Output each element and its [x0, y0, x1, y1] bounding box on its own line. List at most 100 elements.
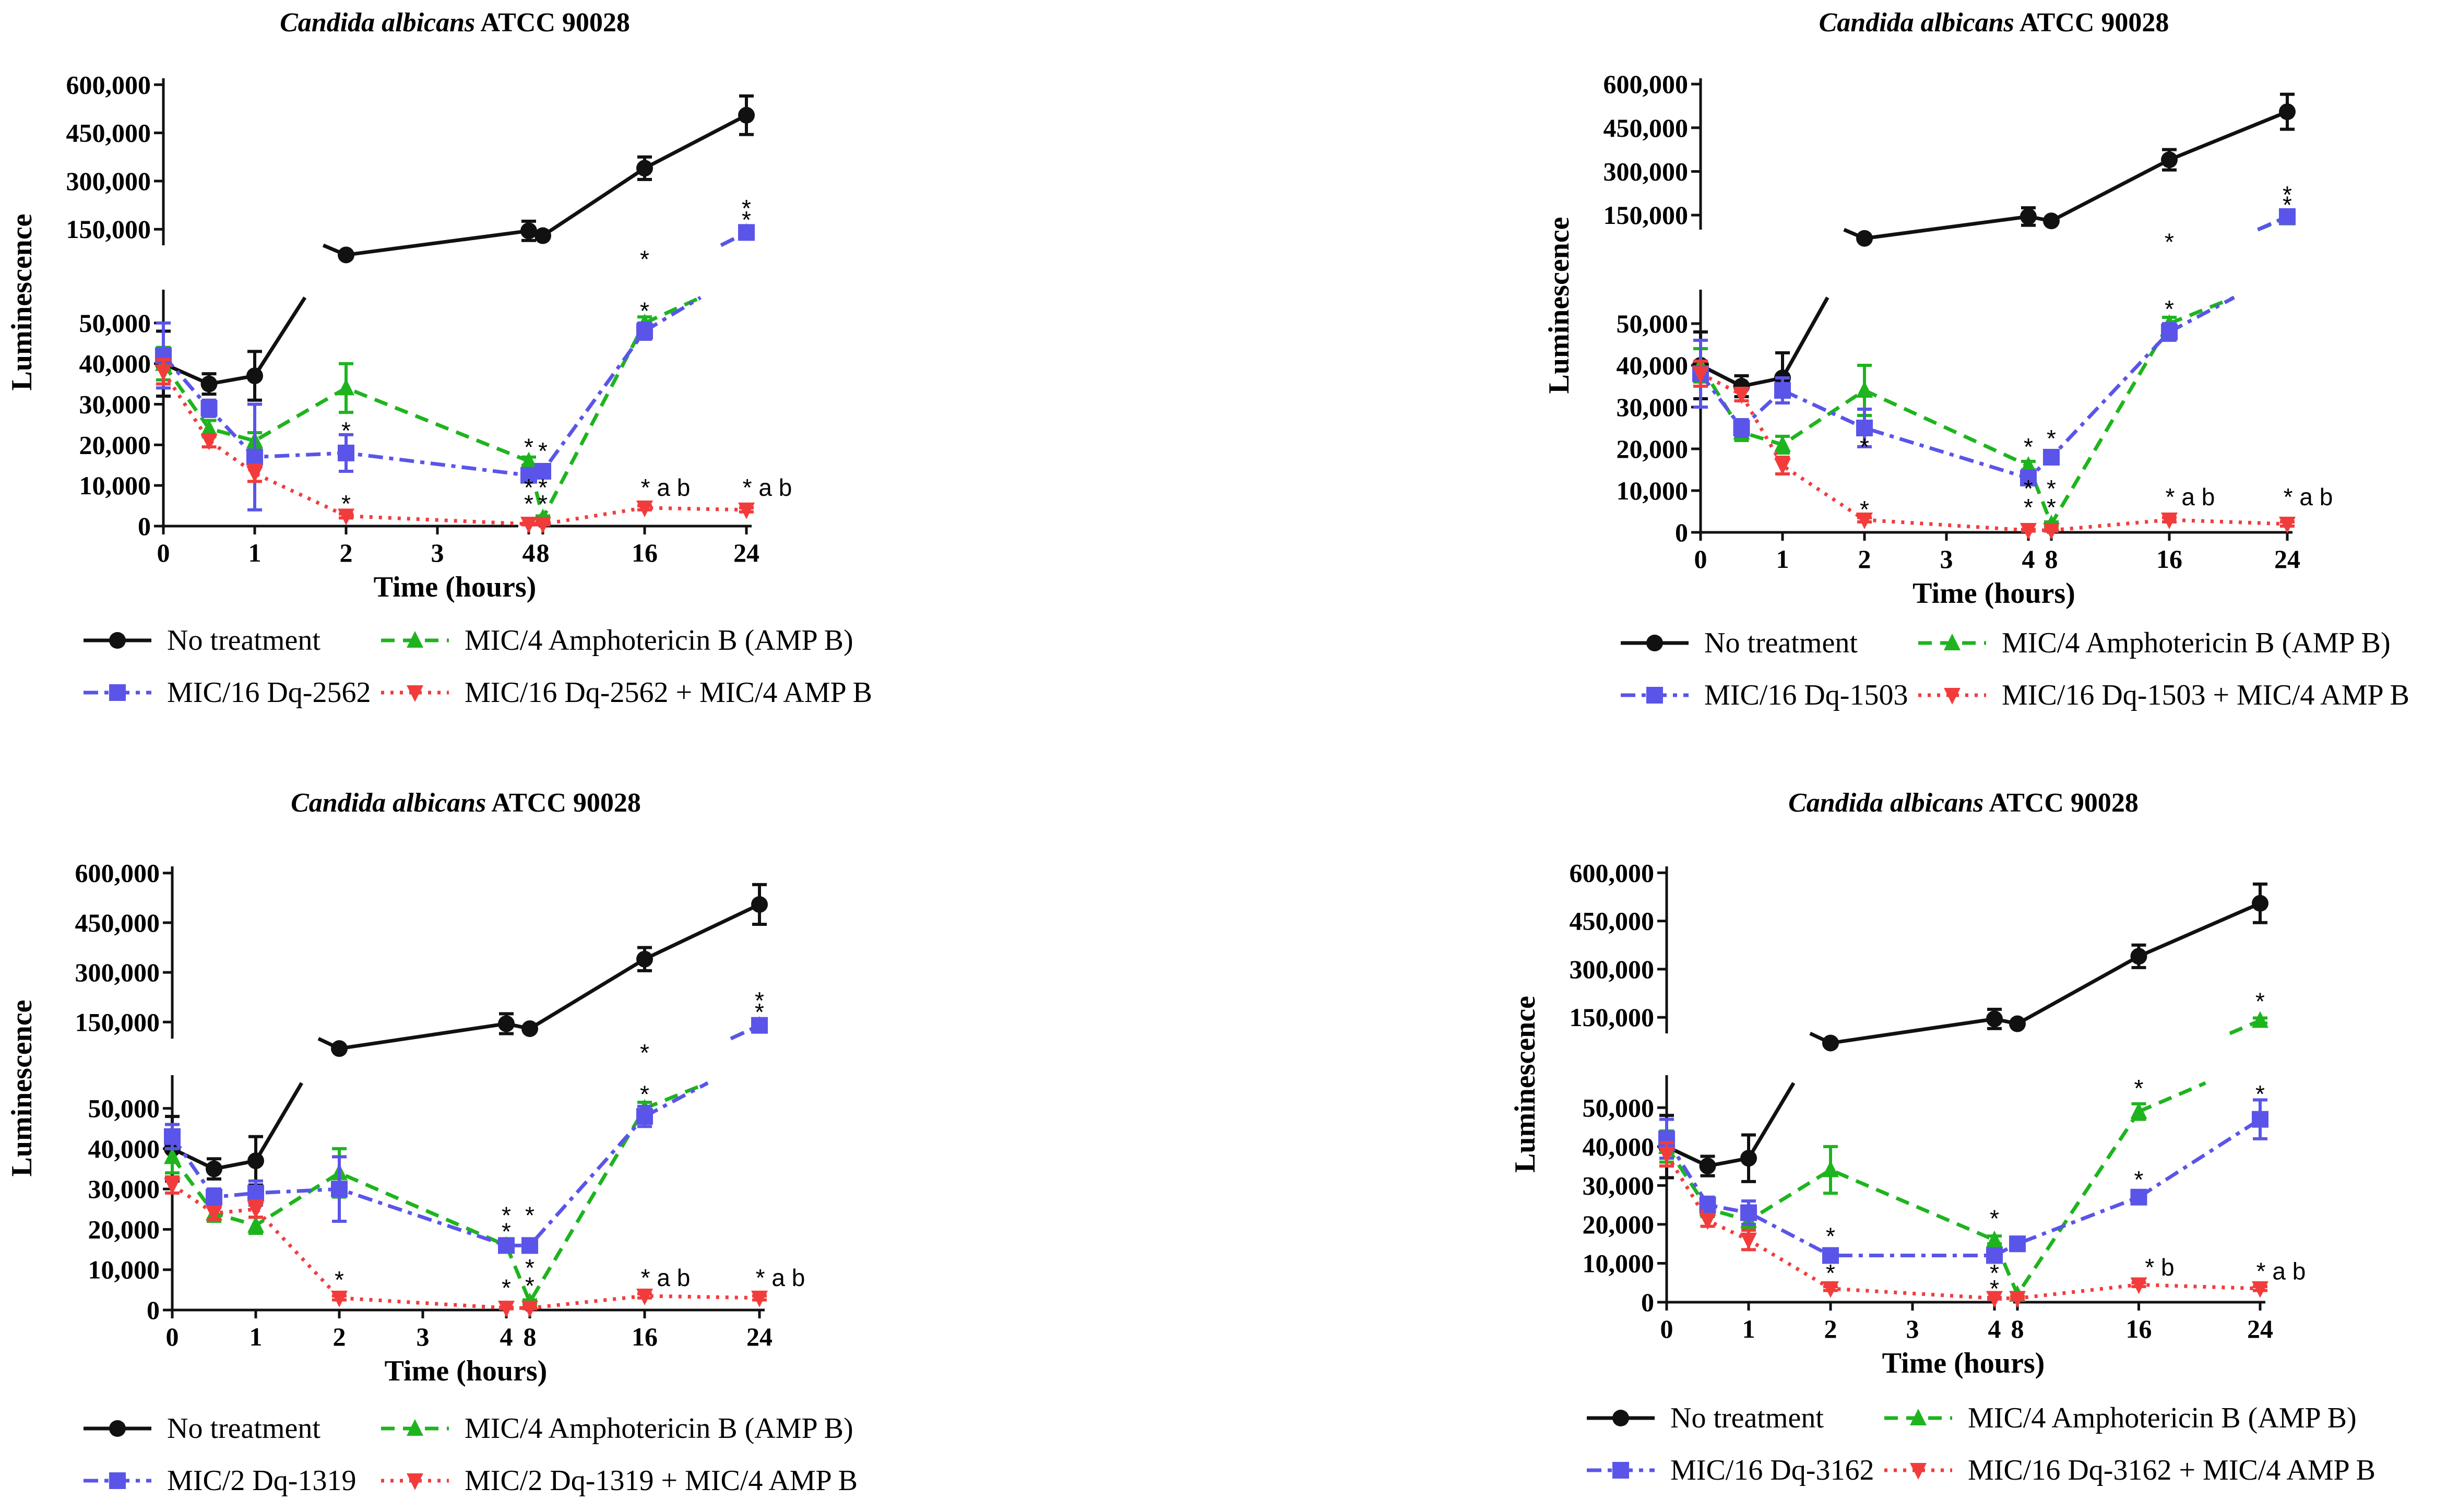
legend-label: MIC/16 Dq-3162 + MIC/4 AMP B	[1968, 1454, 2375, 1486]
data-point	[1740, 1150, 1757, 1167]
series-4	[1692, 360, 2296, 540]
x-tick-label: 2	[340, 538, 353, 567]
significance-mark: *	[525, 1272, 534, 1300]
data-point	[520, 517, 537, 534]
data-point	[247, 1184, 264, 1201]
x-tick-label: 16	[632, 538, 658, 567]
chart-title-species: Candida albicans	[1819, 8, 2014, 38]
legend-marker	[109, 1420, 126, 1437]
series-line	[1747, 1082, 1796, 1159]
series-line	[2138, 1081, 2206, 1113]
significance-mark: *	[1990, 1205, 1999, 1232]
data-point	[2130, 1188, 2147, 1206]
y-tick-label: 150,000	[66, 215, 151, 244]
data-point	[636, 323, 653, 340]
data-point	[738, 502, 755, 519]
data-point	[2252, 1281, 2268, 1298]
significance-mark: *	[538, 490, 548, 517]
data-point	[2279, 208, 2296, 225]
data-point	[1856, 420, 1873, 436]
series-3	[164, 1017, 768, 1254]
significance-mark: *	[502, 1201, 511, 1229]
y-tick-label: 450,000	[1603, 113, 1689, 142]
data-point	[2043, 523, 2060, 540]
significance-mark: * a b	[756, 1264, 805, 1291]
data-point	[2279, 103, 2296, 121]
significance-mark: *	[2283, 192, 2292, 219]
legend-marker	[407, 1419, 423, 1436]
chart-title: Candida albicans ATCC 90028	[1819, 8, 2169, 38]
legend-marker	[109, 1472, 126, 1489]
series-line	[171, 1107, 647, 1306]
y-tick-label: 40,000	[88, 1134, 160, 1163]
x-tick-label: 16	[632, 1322, 658, 1351]
series-4	[164, 1175, 768, 1318]
significance-mark: *	[538, 474, 548, 501]
series-line	[2168, 295, 2235, 334]
legend-item-1: No treatment	[84, 1412, 320, 1445]
data-point	[2009, 1015, 2026, 1032]
legend-marker	[1612, 1410, 1629, 1426]
legend-item-2: MIC/4 Amphotericin B (AMP B)	[381, 624, 853, 657]
legend-label: MIC/4 Amphotericin B (AMP B)	[2002, 627, 2391, 659]
significance-mark: *	[742, 206, 751, 233]
chart-title-species: Candida albicans	[1788, 788, 1983, 818]
data-point	[498, 1301, 515, 1318]
data-point	[636, 160, 653, 177]
significance-mark: * a b	[2256, 1257, 2306, 1284]
data-point	[247, 1216, 264, 1233]
data-point	[200, 400, 218, 417]
chart-panel-3: Candida albicans ATCC 90028600,000450,00…	[6, 788, 858, 1497]
data-point	[2279, 517, 2296, 533]
significance-mark: *	[341, 490, 351, 517]
data-point	[2009, 1235, 2026, 1253]
significance-mark: *	[2024, 433, 2033, 460]
significance-mark: *	[2047, 475, 2056, 502]
data-point	[338, 444, 354, 461]
significance-mark: *	[1990, 1259, 1999, 1287]
data-point	[338, 246, 354, 264]
legend-item-1: No treatment	[84, 624, 320, 657]
significance-mark: *	[2024, 494, 2033, 521]
data-point	[521, 1301, 538, 1318]
data-point	[2043, 212, 2060, 230]
data-point	[164, 1128, 181, 1145]
x-tick-label: 4	[522, 538, 536, 567]
significance-mark: *	[1826, 1259, 1835, 1287]
significance-mark: *	[502, 1218, 511, 1245]
significance-mark: *	[1860, 433, 1869, 460]
significance-mark: *	[640, 245, 649, 272]
data-point	[1740, 1232, 1757, 1249]
x-tick-label: 24	[2247, 1314, 2273, 1343]
y-tick-label: 0	[1641, 1288, 1654, 1317]
data-point	[1699, 1213, 1716, 1230]
series-line	[171, 1183, 760, 1310]
data-point	[1733, 387, 1750, 404]
x-tick-label: 4	[2022, 544, 2035, 574]
significance-mark: * a b	[743, 474, 792, 501]
x-tick-label: 3	[431, 538, 444, 567]
legend-label: MIC/16 Dq-3162	[1670, 1454, 1874, 1486]
legend-marker	[1944, 634, 1961, 650]
x-tick-label: 16	[2126, 1314, 2152, 1343]
y-tick-label: 600,000	[75, 859, 160, 888]
data-point	[2161, 513, 2178, 529]
data-point	[1822, 1034, 1839, 1052]
legend-marker	[1646, 687, 1663, 704]
significance-mark: *	[538, 437, 548, 465]
data-point	[246, 466, 263, 483]
legend-marker	[407, 685, 423, 702]
y-tick-label: 40,000	[1583, 1132, 1655, 1161]
legend-item-3: MIC/2 Dq-1319	[84, 1465, 356, 1497]
chart-panel-4: Candida albicans ATCC 90028600,000450,00…	[1509, 788, 2375, 1486]
significance-mark: *	[742, 195, 751, 222]
data-point	[636, 500, 653, 517]
y-tick-label: 10,000	[79, 471, 151, 500]
data-point	[2161, 151, 2178, 169]
significance-mark: *	[341, 417, 351, 444]
data-point	[338, 378, 354, 396]
significance-mark: *	[2283, 181, 2292, 208]
y-tick-label: 30,000	[79, 390, 151, 419]
data-point	[2130, 948, 2147, 965]
significance-mark: * a b	[641, 1264, 691, 1291]
